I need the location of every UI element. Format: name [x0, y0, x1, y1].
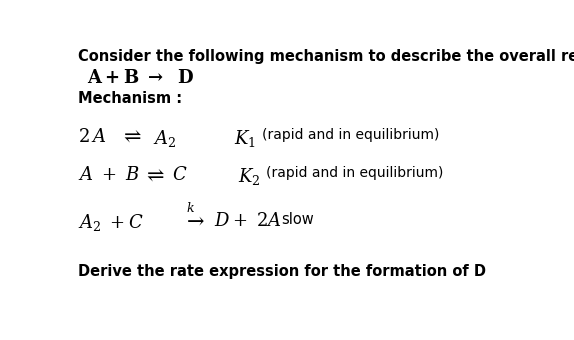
Text: $A_2\ +C$: $A_2\ +C$	[78, 212, 144, 233]
Text: (rapid and in equilibrium): (rapid and in equilibrium)	[262, 128, 439, 142]
Text: $\rightleftharpoons$: $\rightleftharpoons$	[120, 128, 142, 147]
Text: $\rightarrow$: $\rightarrow$	[183, 212, 205, 231]
Text: $k$: $k$	[187, 201, 195, 215]
Text: $D+\ 2A$: $D+\ 2A$	[214, 212, 281, 230]
Text: $K_2$: $K_2$	[238, 166, 261, 187]
Text: $2\,A$: $2\,A$	[78, 128, 106, 146]
Text: $A\ +\ B$: $A\ +\ B$	[78, 166, 140, 184]
Text: $C$: $C$	[173, 166, 188, 184]
Text: (rapid and in equilibrium): (rapid and in equilibrium)	[266, 166, 443, 180]
Text: $A_2$: $A_2$	[153, 128, 176, 149]
Text: $\rightleftharpoons$: $\rightleftharpoons$	[143, 166, 166, 185]
Text: slow: slow	[281, 212, 314, 227]
Text: Mechanism :: Mechanism :	[78, 91, 182, 106]
Text: Consider the following mechanism to describe the overall reaction: Consider the following mechanism to desc…	[78, 49, 574, 64]
Text: $K_1$: $K_1$	[235, 128, 257, 149]
Text: Derive the rate expression for the formation of D: Derive the rate expression for the forma…	[78, 264, 486, 279]
Text: $\mathbf{A+B\ \rightarrow\ \ D}$: $\mathbf{A+B\ \rightarrow\ \ D}$	[87, 69, 195, 87]
